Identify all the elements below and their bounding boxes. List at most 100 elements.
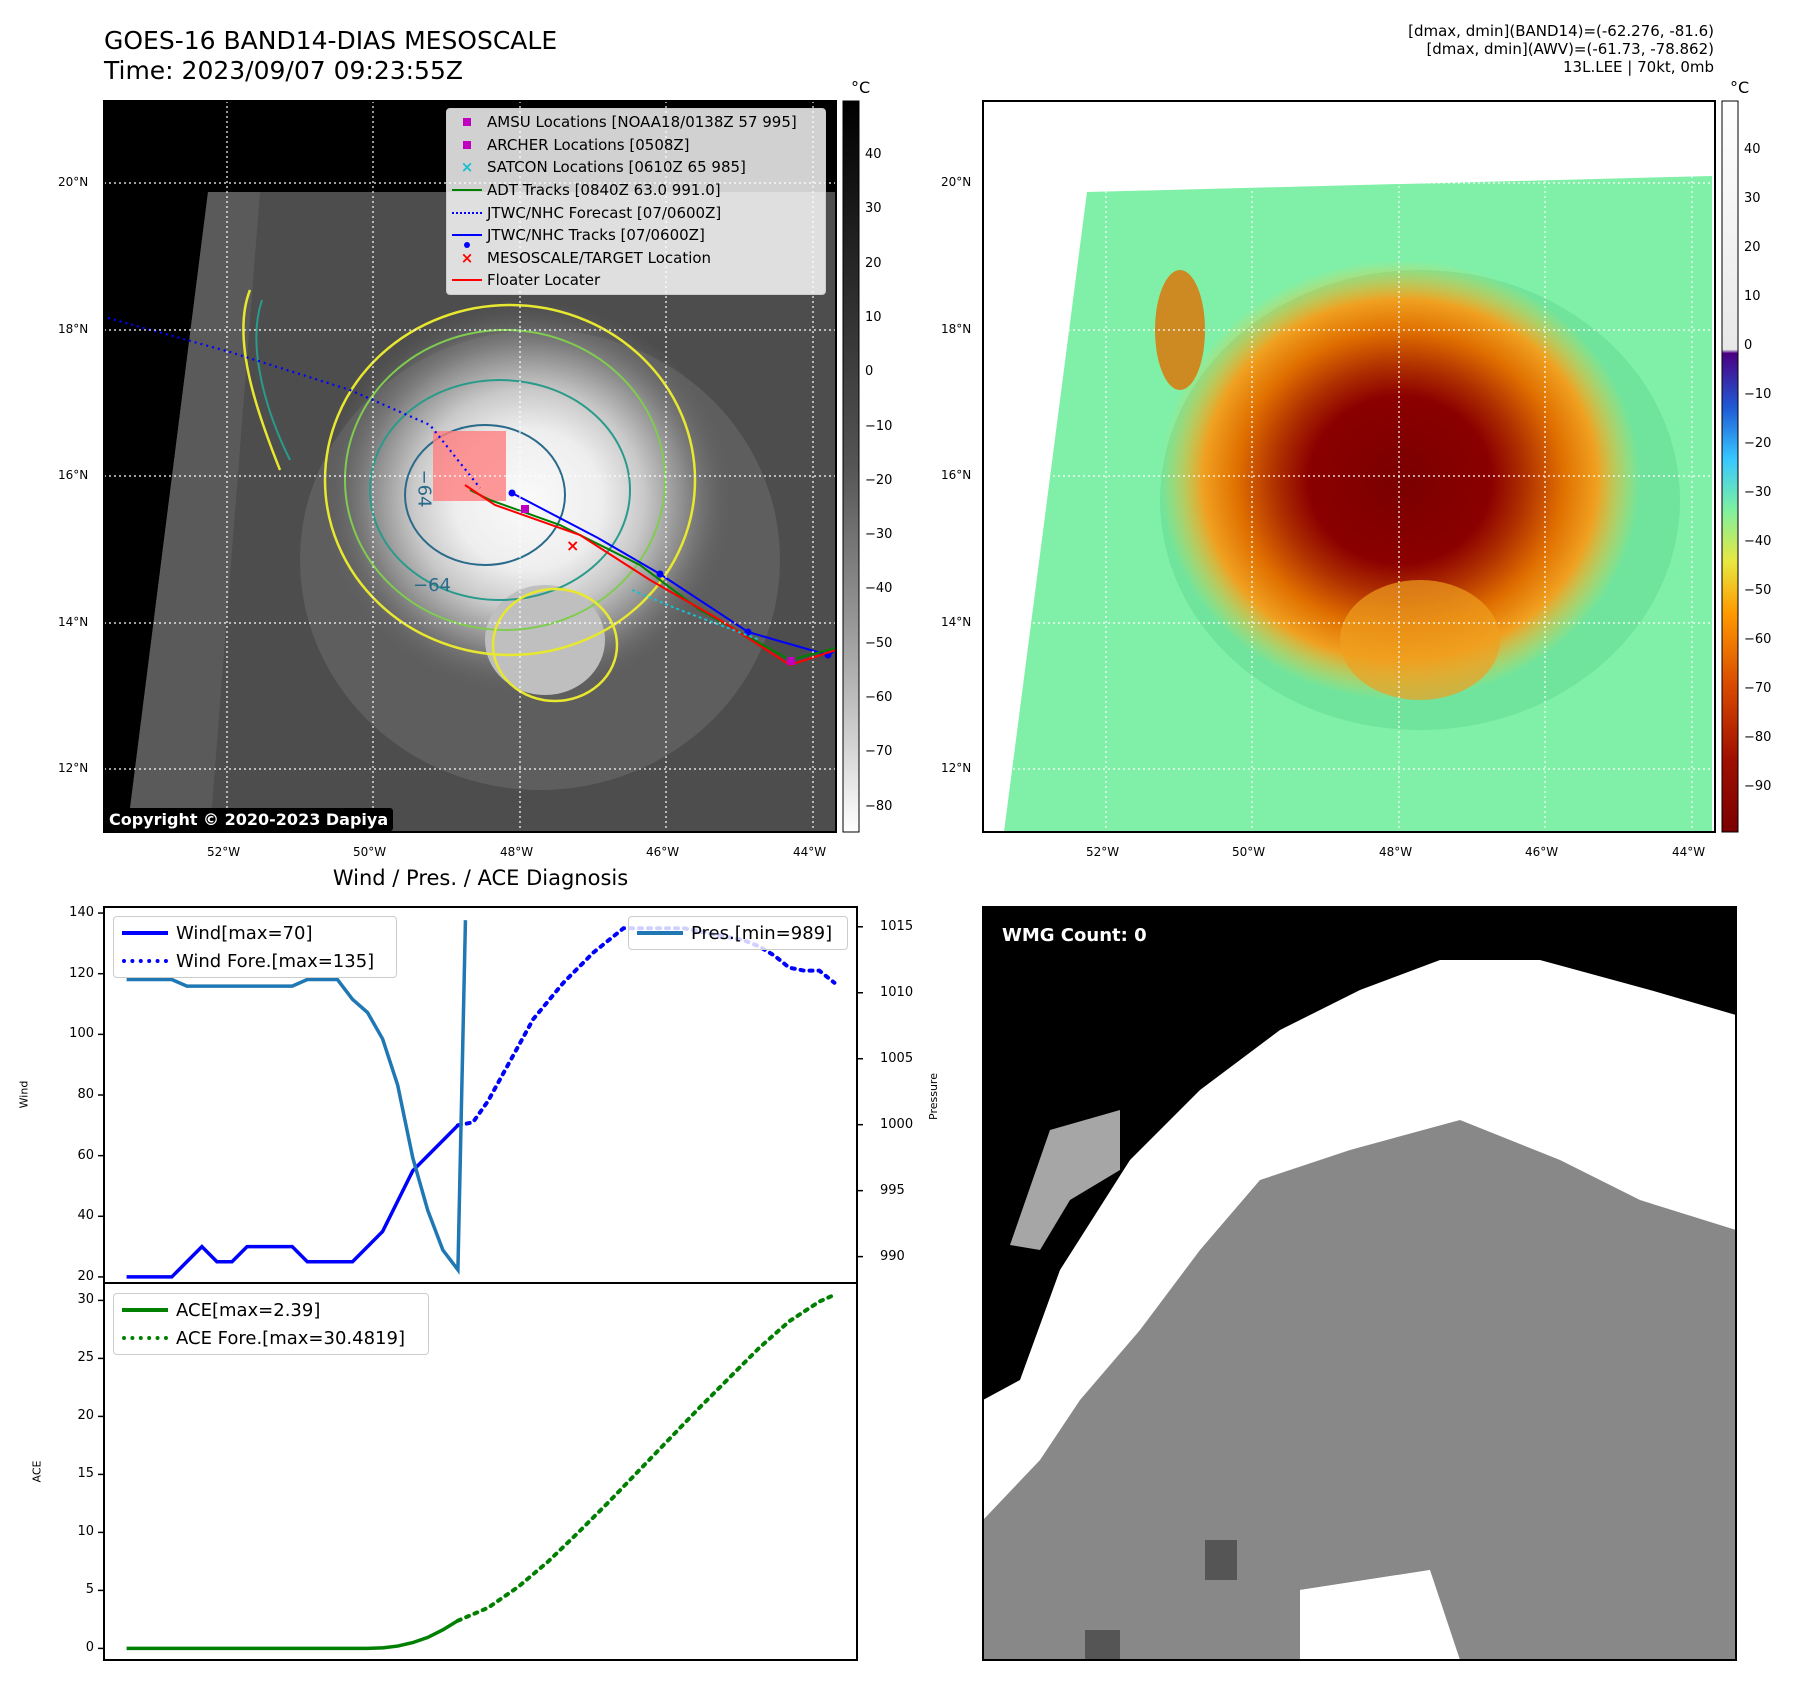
rain-band <box>485 585 605 695</box>
jtwc-point <box>656 570 664 578</box>
tick-label: 20 <box>77 1268 94 1284</box>
dotted-line-icon <box>122 959 168 963</box>
tick-label: −50 <box>865 635 893 651</box>
rain-band <box>1340 580 1500 700</box>
lat-tick: 12°N <box>58 761 89 775</box>
tick-label: 0 <box>1744 338 1753 353</box>
legend-item-pressure: Pres.[min=989] <box>629 919 847 947</box>
series-line <box>126 1619 459 1651</box>
legend-item-mesoscale: × MESOSCALE/TARGET Location <box>447 247 825 270</box>
map-legend: AMSU Locations [NOAA18/0138Z 57 995] ARC… <box>446 108 826 295</box>
line-dot-icon <box>452 234 482 237</box>
wmg-black-region <box>983 907 1736 1400</box>
copyright-label: Copyright © 2020-2023 Dapiya <box>104 808 394 831</box>
legend-label: JTWC/NHC Forecast [07/0600Z] <box>487 203 722 222</box>
title-line-1: GOES-16 BAND14-DIAS MESOSCALE <box>104 26 558 55</box>
tick-label: 20 <box>865 255 882 271</box>
contour-inner <box>404 424 566 566</box>
tick-label: 5 <box>85 1582 94 1598</box>
tick-label: 30 <box>865 201 882 217</box>
amsu-marker <box>521 505 529 513</box>
contour-yellow <box>323 303 697 657</box>
lon-tick: 44°W <box>1672 845 1706 859</box>
tick-label: 140 <box>69 905 94 921</box>
wmg-count-label: WMG Count: 0 <box>995 922 1154 949</box>
legend-item-archer: ARCHER Locations [0508Z] <box>447 134 825 157</box>
left-colorbar <box>842 100 860 833</box>
band-contour-south <box>491 587 619 703</box>
legend-item-floater: Floater Locater <box>447 269 825 292</box>
tick-label: −40 <box>1744 534 1772 549</box>
legend-label: Pres.[min=989] <box>691 922 833 944</box>
lat-tick: 14°N <box>941 615 972 629</box>
tick-label: −80 <box>1744 730 1772 745</box>
lon-tick: 52°W <box>1086 845 1120 859</box>
legend-label: Floater Locater <box>487 271 601 290</box>
tick-label: 30 <box>77 1292 94 1308</box>
tick-label: 10 <box>865 309 882 325</box>
tick-label: 995 <box>880 1182 905 1198</box>
info-line-3: 13L.LEE | 70kt, 0mb <box>1563 58 1714 76</box>
contour-label: −64 <box>413 575 451 596</box>
lon-tick: 46°W <box>646 845 680 859</box>
right-map-frame <box>982 100 1716 833</box>
tick-label: −40 <box>865 581 893 597</box>
line-icon <box>122 931 168 935</box>
figure-title: GOES-16 BAND14-DIAS MESOSCALE Time: 2023… <box>104 26 557 86</box>
tick-label: −60 <box>1744 632 1772 647</box>
tick-label: −20 <box>865 472 893 488</box>
info-line-2: [dmax, dmin](AWV)=(-61.73, -78.862) <box>1426 40 1714 58</box>
wmg-dark-patch <box>1205 1540 1237 1580</box>
tick-label: 10 <box>77 1524 94 1540</box>
jtwc-point <box>508 489 516 497</box>
x-marker-icon: × <box>460 158 474 177</box>
lon-tick: 44°W <box>793 845 827 859</box>
dotted-line-icon <box>452 211 482 214</box>
lat-tick: 18°N <box>941 322 972 336</box>
tick-label: −10 <box>1744 387 1772 402</box>
wmg-light-gray-region <box>1010 1110 1120 1250</box>
tick-label: −80 <box>865 798 893 814</box>
lon-tick: 48°W <box>1379 845 1413 859</box>
legend-item-amsu: AMSU Locations [NOAA18/0138Z 57 995] <box>447 111 825 134</box>
contour-label: −64 <box>413 469 435 508</box>
pressure-axis-label: Pressure <box>926 1073 940 1120</box>
wind-axis-label: Wind <box>17 1080 31 1109</box>
tick-label: −70 <box>1744 681 1772 696</box>
tick-label: −30 <box>865 527 893 543</box>
contour-teal <box>369 379 631 601</box>
lat-tick: 16°N <box>941 468 972 482</box>
band-contour-inner <box>255 299 291 461</box>
tick-label: 10 <box>1744 289 1761 304</box>
legend-label: ACE[max=2.39] <box>176 1299 321 1321</box>
tick-label: −90 <box>1744 779 1772 794</box>
lon-tick: 52°W <box>207 845 241 859</box>
series-line <box>126 1124 460 1279</box>
legend-item-jtwc-tracks: JTWC/NHC Tracks [07/0600Z] <box>447 224 825 249</box>
ace-axis-label: ACE <box>30 1460 44 1483</box>
tick-label: 1000 <box>880 1116 914 1132</box>
storm-core <box>310 300 730 700</box>
legend-label: Wind Fore.[max=135] <box>176 950 375 972</box>
archer-marker <box>787 657 795 665</box>
tick-label: 0 <box>865 364 874 380</box>
legend-label: ACE Fore.[max=30.4819] <box>176 1327 405 1349</box>
tick-label: 0 <box>85 1640 94 1656</box>
tick-label: 20 <box>1744 240 1761 255</box>
tick-label: 40 <box>865 147 882 162</box>
legend-label: MESOSCALE/TARGET Location <box>487 248 712 267</box>
colorbar-unit: °C <box>1730 78 1750 97</box>
lat-tick: 18°N <box>58 322 89 336</box>
floater-box <box>433 431 506 501</box>
tick-label: 1015 <box>880 918 914 934</box>
tick-label: −60 <box>865 690 893 705</box>
legend-label: SATCON Locations [0610Z 65 985] <box>487 158 746 177</box>
lat-tick: 20°N <box>58 175 89 189</box>
wmg-panel <box>982 906 1737 1661</box>
right-map-panel <box>982 100 1739 833</box>
legend-item-jtwc-forecast: JTWC/NHC Forecast [07/0600Z] <box>447 201 825 224</box>
legend-label: Wind[max=70] <box>176 922 313 944</box>
tick-label: 120 <box>69 965 94 981</box>
tick-label: 30 <box>1744 191 1761 206</box>
x-marker-icon: × <box>460 248 474 267</box>
